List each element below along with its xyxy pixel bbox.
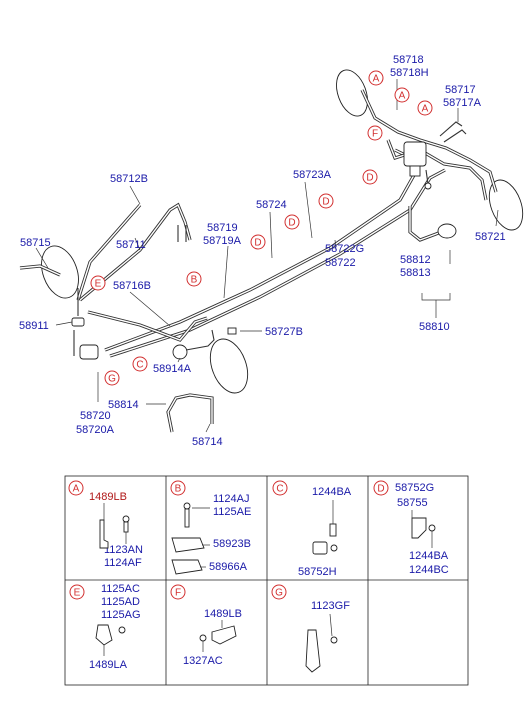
box-G-letter: G <box>275 588 283 599</box>
detail-box-B: B 1124AJ 1125AE 58923B 58966A <box>170 480 251 575</box>
valve-block-cap <box>409 165 421 177</box>
callout-E: E <box>95 279 102 290</box>
detail-grid <box>64 475 469 686</box>
box-D-label-3: 1244BA <box>409 550 449 562</box>
detail-box-C: C 1244BA 58752H <box>272 480 352 578</box>
brake-disc-left <box>41 245 79 299</box>
box-B-label-2: 1125AE <box>213 506 251 518</box>
callout-D-3: D <box>288 218 295 229</box>
label-58722: 58722 <box>325 257 356 269</box>
box-A-letter: A <box>73 484 80 495</box>
label-58720: 58720 <box>80 410 111 422</box>
label-58712B: 58712B <box>110 173 148 185</box>
box-E-label-2: 1125AD <box>101 596 140 608</box>
label-58911: 58911 <box>19 320 49 332</box>
part-labels: 58718 58718H 58717 58717A 58712B 58723A … <box>19 54 506 448</box>
label-58718: 58718 <box>393 54 424 66</box>
callout-A-2: A <box>399 91 406 102</box>
brake-pipes <box>19 69 524 433</box>
callouts-main: A A A F D D D D B E C G <box>90 70 433 386</box>
box-F-label-1: 1489LB <box>204 608 242 620</box>
callout-D-1: D <box>366 173 373 184</box>
detail-box-F: F 1489LB 1327AC <box>170 584 242 667</box>
label-58720A: 58720A <box>76 424 115 436</box>
label-58812: 58812 <box>400 254 431 266</box>
label-58717A: 58717A <box>443 97 482 109</box>
detail-box-E: E 1125AC 1125AD 1125AG 1489LA <box>69 583 141 671</box>
valve-58914A <box>172 344 188 360</box>
label-58813: 58813 <box>400 267 431 279</box>
label-58718H: 58718H <box>390 67 429 79</box>
detail-box-G: G 1123GF <box>271 584 350 673</box>
callout-A-1: A <box>373 74 380 85</box>
label-58716B: 58716B <box>113 280 151 292</box>
box-A-label-3: 1124AF <box>104 557 142 569</box>
callout-G: G <box>108 374 116 385</box>
box-D-label-1: 58752G <box>395 482 434 494</box>
box-D-label-4: 1244BC <box>409 564 449 576</box>
callout-A-3: A <box>422 104 429 115</box>
brake-disc-right <box>488 179 524 231</box>
callout-D-2: D <box>322 197 329 208</box>
callout-B: B <box>191 275 198 286</box>
label-58727B: 58727B <box>265 326 303 338</box>
label-58719A: 58719A <box>203 235 242 247</box>
brake-disc-bottom <box>209 338 249 394</box>
box-F-label-2: 1327AC <box>183 655 223 667</box>
brake-disc-top <box>336 69 368 117</box>
box-D-label-2: 58755 <box>397 497 428 509</box>
box-C-label-1: 1244BA <box>312 486 352 498</box>
label-58724: 58724 <box>256 199 287 211</box>
label-58810: 58810 <box>419 321 450 333</box>
callout-C: C <box>136 360 143 371</box>
box-E-label-3: 1125AG <box>101 609 141 621</box>
label-58719: 58719 <box>207 222 238 234</box>
label-58715: 58715 <box>20 237 51 249</box>
box-B-label-1: 1124AJ <box>213 493 250 505</box>
valve-block <box>403 141 427 167</box>
box-B-letter: B <box>175 484 182 495</box>
box-A-label-1: 1489LB <box>89 491 127 503</box>
box-B-label-4: 58966A <box>209 561 248 573</box>
label-58714: 58714 <box>192 436 223 448</box>
box-E-letter: E <box>74 588 81 599</box>
box-G-label-1: 1123GF <box>311 600 350 612</box>
label-58722G: 58722G <box>325 243 364 255</box>
label-58814: 58814 <box>108 399 139 411</box>
box-E-label-1: 1125AC <box>101 583 140 595</box>
label-58721: 58721 <box>475 231 506 243</box>
box-C-letter: C <box>276 484 283 495</box>
box-D-letter: D <box>377 484 384 495</box>
detail-box-D: D 58752G 58755 1244BA 1244BC <box>373 480 449 576</box>
callout-F: F <box>372 129 378 140</box>
reservoir <box>437 223 457 239</box>
label-58711: 58711 <box>116 239 146 251</box>
detail-box-A: A 1489LB 1123AN 1124AF <box>68 480 143 569</box>
box-A-label-2: 1123AN <box>104 544 143 556</box>
label-58723A: 58723A <box>293 169 332 181</box>
box-C-label-2: 58752H <box>298 566 337 578</box>
box-E-label-4: 1489LA <box>89 659 128 671</box>
label-58717: 58717 <box>445 84 476 96</box>
box-B-label-3: 58923B <box>213 538 251 550</box>
label-58914A: 58914A <box>153 363 192 375</box>
box-F-letter: F <box>175 588 181 599</box>
callout-D-4: D <box>254 238 261 249</box>
